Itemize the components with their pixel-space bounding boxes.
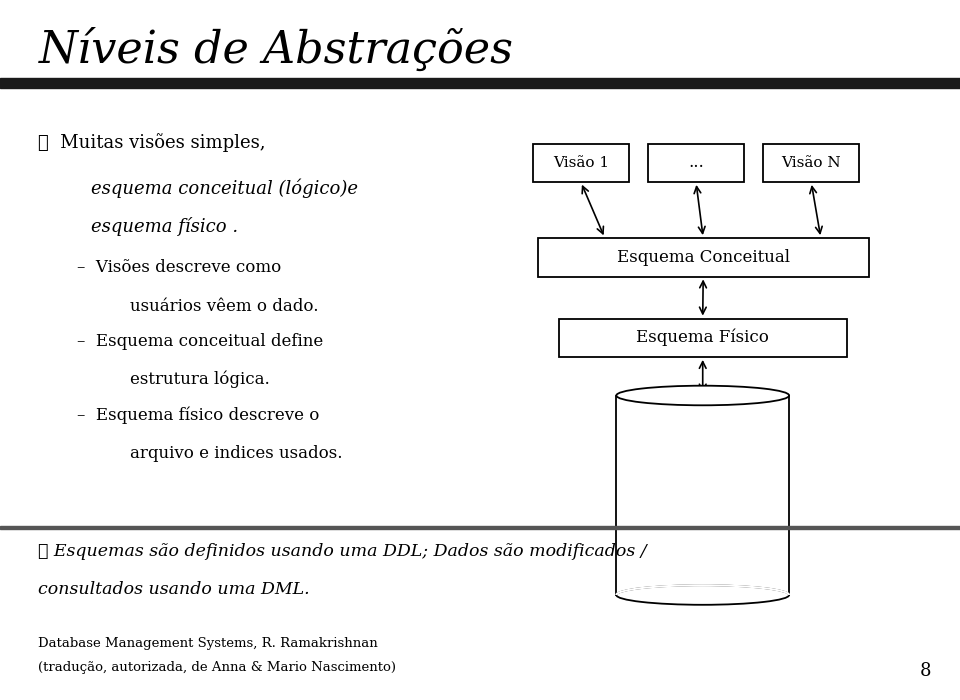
FancyBboxPatch shape [538, 238, 869, 276]
Ellipse shape [616, 386, 789, 405]
Text: Database Management Systems, R. Ramakrishnan: Database Management Systems, R. Ramakris… [38, 637, 378, 650]
Text: Esquema Conceitual: Esquema Conceitual [616, 248, 790, 266]
Text: (tradução, autorizada, de Anna & Mario Nascimento): (tradução, autorizada, de Anna & Mario N… [38, 662, 396, 675]
FancyBboxPatch shape [559, 318, 847, 357]
Text: estrutura lógica.: estrutura lógica. [130, 371, 270, 388]
Ellipse shape [616, 585, 789, 605]
Text: arquivo e indices usados.: arquivo e indices usados. [130, 444, 342, 461]
Text: Esquema Físico: Esquema Físico [636, 329, 769, 346]
Text: Visão 1: Visão 1 [553, 156, 609, 170]
Text: usuários vêem o dado.: usuários vêem o dado. [130, 298, 318, 314]
Text: esquema conceitual (lógico)e: esquema conceitual (lógico)e [91, 178, 358, 198]
Text: ❖  Muitas visões simples,: ❖ Muitas visões simples, [38, 133, 266, 152]
Bar [0, 78, 960, 88]
FancyBboxPatch shape [648, 144, 744, 182]
Text: –  Esquema físico descreve o: – Esquema físico descreve o [77, 406, 319, 424]
FancyBboxPatch shape [763, 144, 859, 182]
Text: esquema físico .: esquema físico . [91, 217, 238, 236]
Text: –  Visões descreve como: – Visões descreve como [77, 259, 281, 276]
FancyBboxPatch shape [533, 144, 629, 182]
Bar [0, 526, 960, 528]
Text: –  Esquema conceitual define: – Esquema conceitual define [77, 332, 324, 349]
Text: 8: 8 [920, 662, 931, 680]
Bar [616, 395, 789, 595]
Text: consultados usando uma DML.: consultados usando uma DML. [38, 581, 310, 598]
Text: ★ Esquemas são definidos usando uma DDL; Dados são modificados /: ★ Esquemas são definidos usando uma DDL;… [38, 542, 647, 559]
Text: ...: ... [688, 154, 704, 172]
Text: Visão N: Visão N [781, 156, 841, 170]
Text: Níveis de Abstrações: Níveis de Abstrações [38, 28, 514, 72]
